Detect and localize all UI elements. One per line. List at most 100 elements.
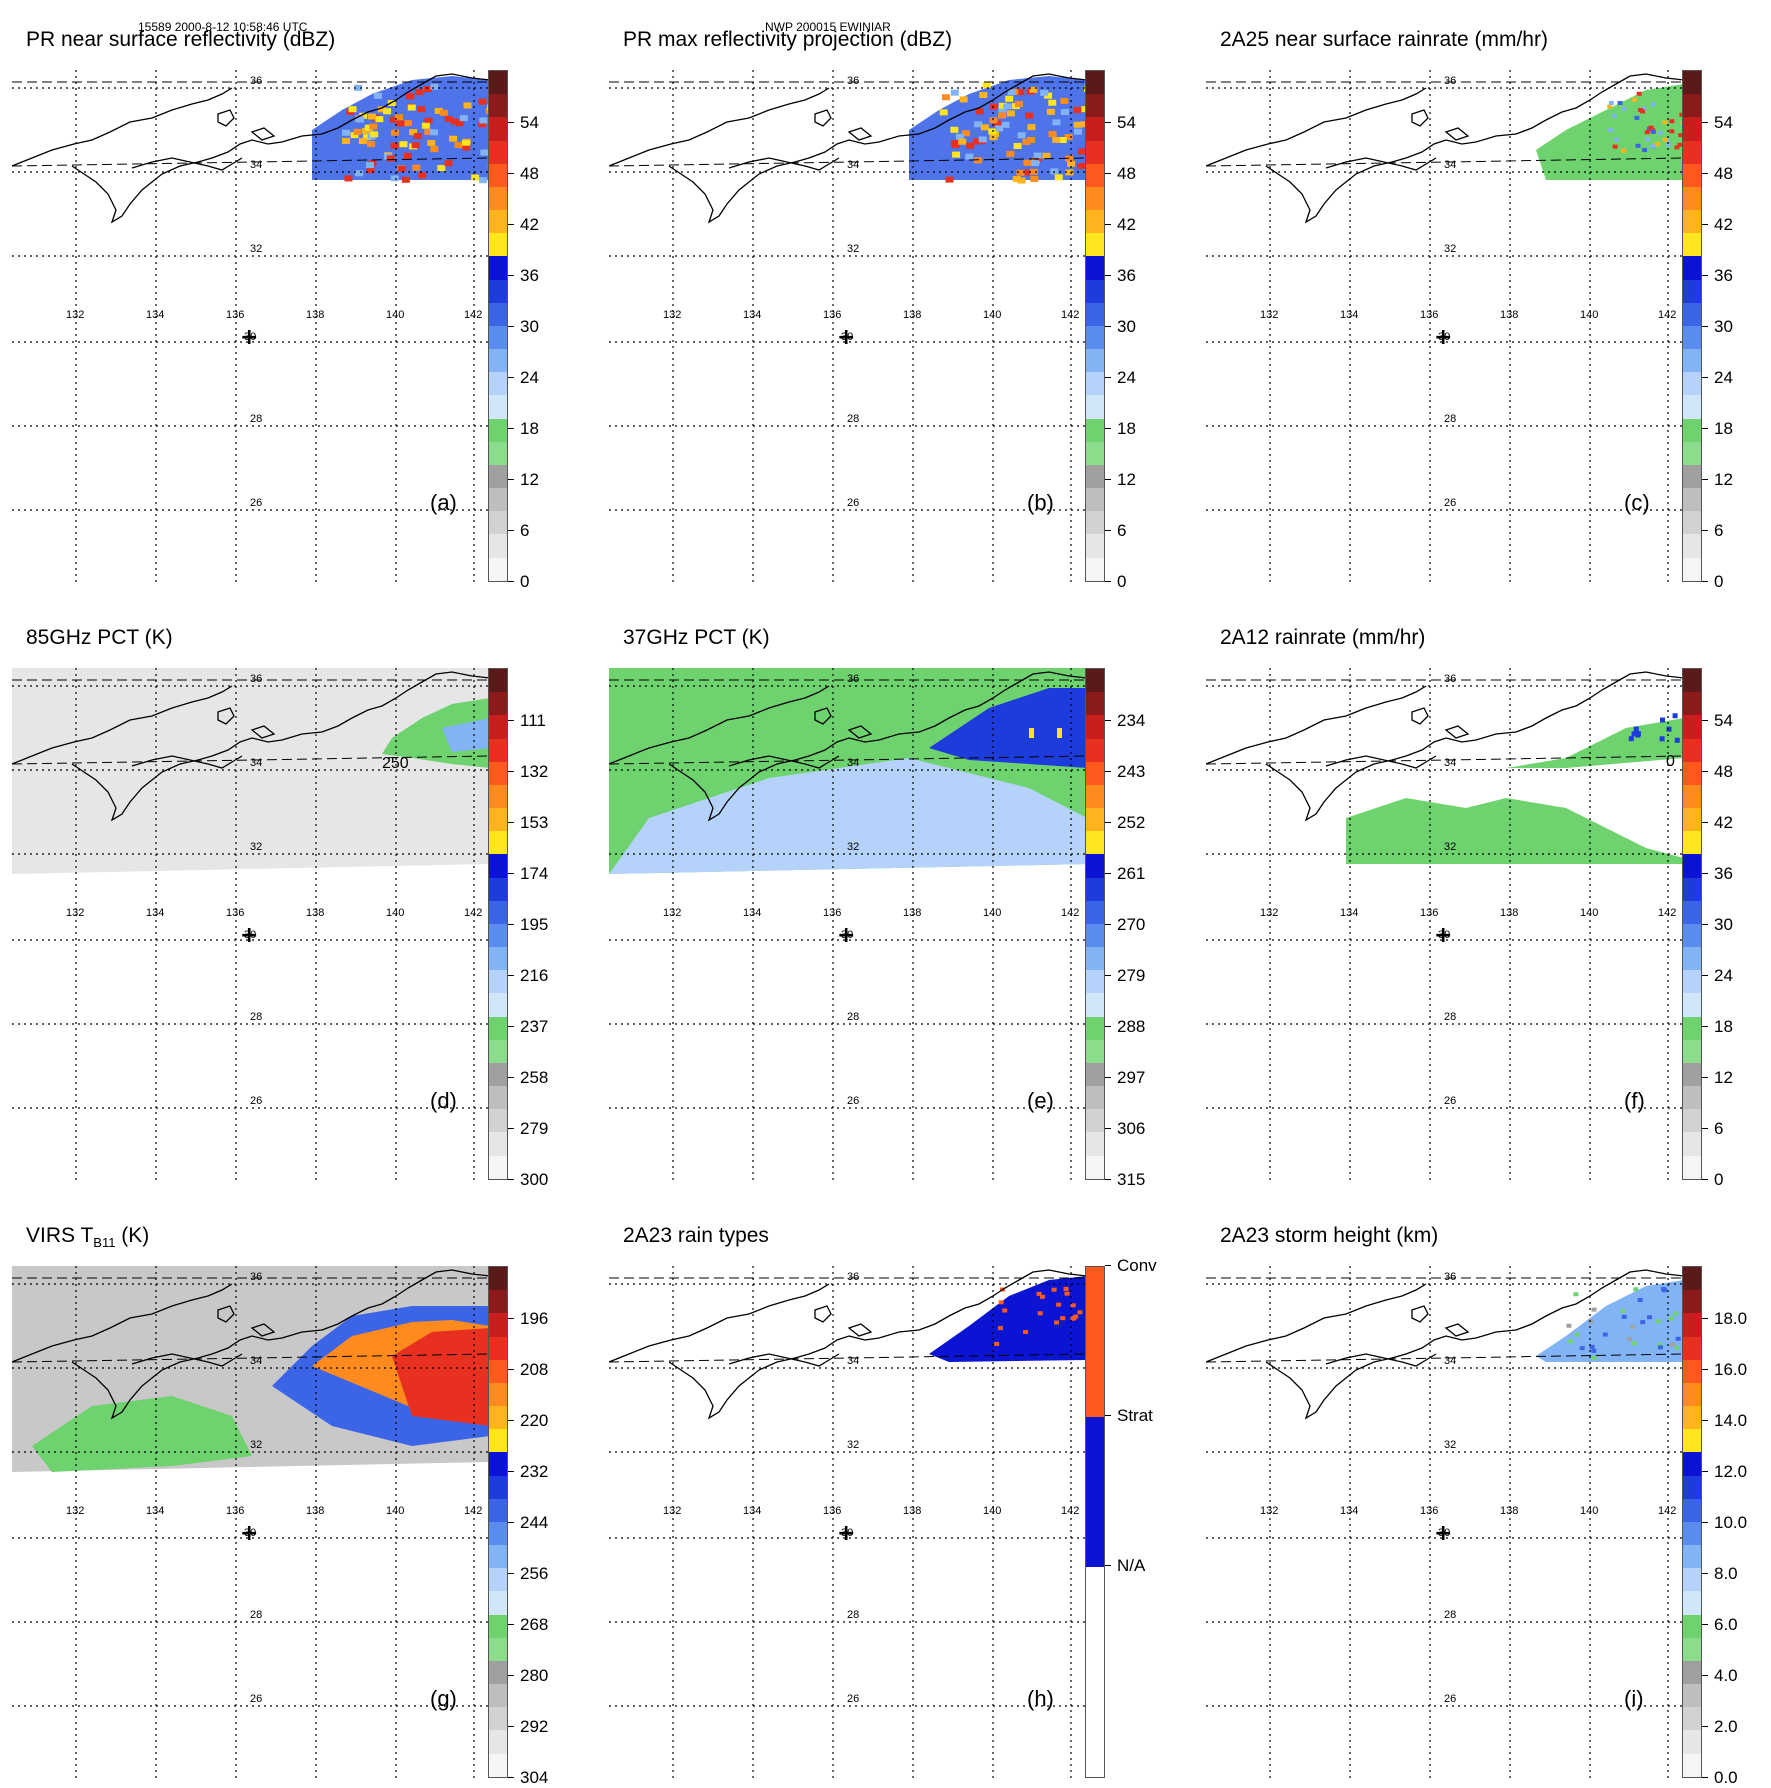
colorbar-tick-mark (1105, 275, 1111, 276)
lon-label: 142 (1061, 907, 1079, 919)
storm-height-cell (1567, 1339, 1573, 1344)
rain-type-conv (1063, 1286, 1069, 1291)
colorbar-segment (1086, 140, 1104, 164)
map-panel: 250 36 34 32 30 28 26 132 134 136 138 140 142 + 85GH… (0, 626, 580, 1189)
colorbar-segment (1683, 993, 1701, 1017)
reflectivity-cell (995, 125, 1004, 132)
colorbar-segment (489, 669, 507, 693)
colorbar-tick-label: 4.0 (1714, 1666, 1738, 1685)
colorbar-tick-label: 36 (1714, 266, 1733, 285)
colorbar-tick-mark (1702, 479, 1708, 480)
storm-height-cell (1626, 1336, 1632, 1341)
lat-label: 32 (1444, 243, 1456, 255)
colorbar-tick-label: 18.0 (1714, 1309, 1748, 1328)
rainrate-cell (1608, 101, 1614, 106)
colorbar-segment (1086, 877, 1104, 901)
colorbar-segment (1683, 808, 1701, 832)
colorbar-segment (489, 1591, 507, 1615)
colorbar-tick-mark (508, 873, 514, 874)
reflectivity-cell (1073, 107, 1082, 114)
colorbar-segment (1086, 511, 1104, 535)
reflectivity-cell (353, 128, 362, 135)
reflectivity-cell (390, 129, 399, 136)
map-svg: 36 34 32 30 28 26 132 134 136 138 140 142 + (609, 668, 1087, 1180)
colorbar-tick-label: 18 (1714, 419, 1733, 438)
reflectivity-cell (982, 82, 991, 89)
pct37-cell (1057, 728, 1062, 738)
colorbar-tick-mark (1105, 173, 1111, 174)
2a12-field-south (1346, 798, 1684, 864)
colorbar-segment (489, 1406, 507, 1430)
reflectivity-cell (978, 136, 987, 143)
reflectivity-cell (1052, 119, 1061, 126)
colorbar-segment (1683, 1498, 1701, 1522)
storm-height-cell (1588, 1319, 1594, 1324)
colorbar-segment (489, 1313, 507, 1337)
rain-type-conv (1002, 1308, 1008, 1313)
colorbar-segment (1086, 349, 1104, 373)
colorbar-segment (1683, 1452, 1701, 1476)
colorbar-tick-mark (508, 771, 514, 772)
colorbar-tick-label: 6 (1714, 521, 1724, 540)
coastline (609, 73, 1087, 224)
map-area: 36 34 32 30 28 26 132 134 136 138 140 142 + (12, 1266, 490, 1778)
reflectivity-cell (439, 109, 448, 116)
lat-label: 34 (250, 159, 262, 171)
colorbar-segment (489, 1730, 507, 1754)
panel-label: (i) (1624, 1686, 1644, 1711)
panel-title: PR max reflectivity projection (dBZ) (623, 28, 953, 51)
reflectivity-cell (961, 130, 970, 137)
colorbar-tick-label: 10.0 (1714, 1513, 1748, 1532)
rain-type-strat (929, 1276, 1087, 1362)
colorbar-tick-label: 30 (1714, 317, 1733, 336)
lon-label: 138 (306, 907, 324, 919)
lat-label: 28 (847, 1011, 859, 1023)
colorbar-tick-label: 208 (520, 1360, 549, 1379)
colorbar-tick-mark (508, 1675, 514, 1676)
lat-label: 28 (250, 1011, 262, 1023)
reflectivity-cell (1013, 143, 1022, 150)
map-panel: 36 34 32 30 28 26 132 134 136 138 140 142 + VIRS TB1… (0, 1224, 580, 1787)
colorbar-tick-mark (508, 822, 514, 823)
colorbar-segment (1086, 418, 1104, 442)
colorbar-tick-label: 258 (520, 1068, 549, 1087)
colorbar-tick-label: 12 (1117, 470, 1136, 489)
colorbar-segment (1086, 256, 1104, 280)
colorbar-tick-mark (508, 479, 514, 480)
lat-label: 28 (1444, 413, 1456, 425)
map-panel: 36 34 32 30 28 26 132 134 136 138 140 142 + 2A25 nea… (1194, 28, 1771, 591)
lon-label: 142 (464, 1505, 482, 1517)
reflectivity-cell (423, 86, 432, 93)
colorbar-tick-mark (1702, 326, 1708, 327)
reflectivity-cell (417, 106, 426, 113)
colorbar-tick-label: 16.0 (1714, 1360, 1748, 1379)
colorbar-tick-label: 48 (520, 164, 539, 183)
colorbar-segment (489, 1336, 507, 1360)
colorbar-segment (1683, 831, 1701, 855)
2a12-cell (1672, 713, 1678, 719)
lon-label: 142 (464, 309, 482, 321)
reflectivity-cell (950, 126, 959, 133)
colorbar-tick-mark (1702, 530, 1708, 531)
colorbar-segment (489, 738, 507, 762)
lat-label: 26 (1444, 1095, 1456, 1107)
colorbar-tick-mark (1702, 771, 1708, 772)
colorbar-segment (1683, 186, 1701, 211)
colorbar-tick-mark (508, 975, 514, 976)
reflectivity-cell (1029, 86, 1038, 93)
storm-height-cell (1602, 1332, 1608, 1337)
colorbar-tick-label: 42 (1117, 215, 1136, 234)
panel-title: 85GHz PCT (K) (26, 626, 173, 649)
rainrate-cell (1613, 137, 1619, 142)
map-svg: 36 34 32 30 28 26 132 134 136 138 140 142 + (1206, 70, 1684, 582)
colorbar-segment (1683, 94, 1701, 118)
colorbar-tick-label: 297 (1117, 1068, 1146, 1087)
reflectivity-cell (1058, 136, 1067, 143)
lon-label: 140 (983, 309, 1001, 321)
lat-label: 36 (250, 75, 262, 87)
colorbar-tick-mark (508, 1726, 514, 1727)
colorbar (488, 668, 508, 1180)
virs-coldest (392, 1328, 490, 1426)
colorbar-segment (489, 94, 507, 118)
colorbar-tick-mark (508, 720, 514, 721)
